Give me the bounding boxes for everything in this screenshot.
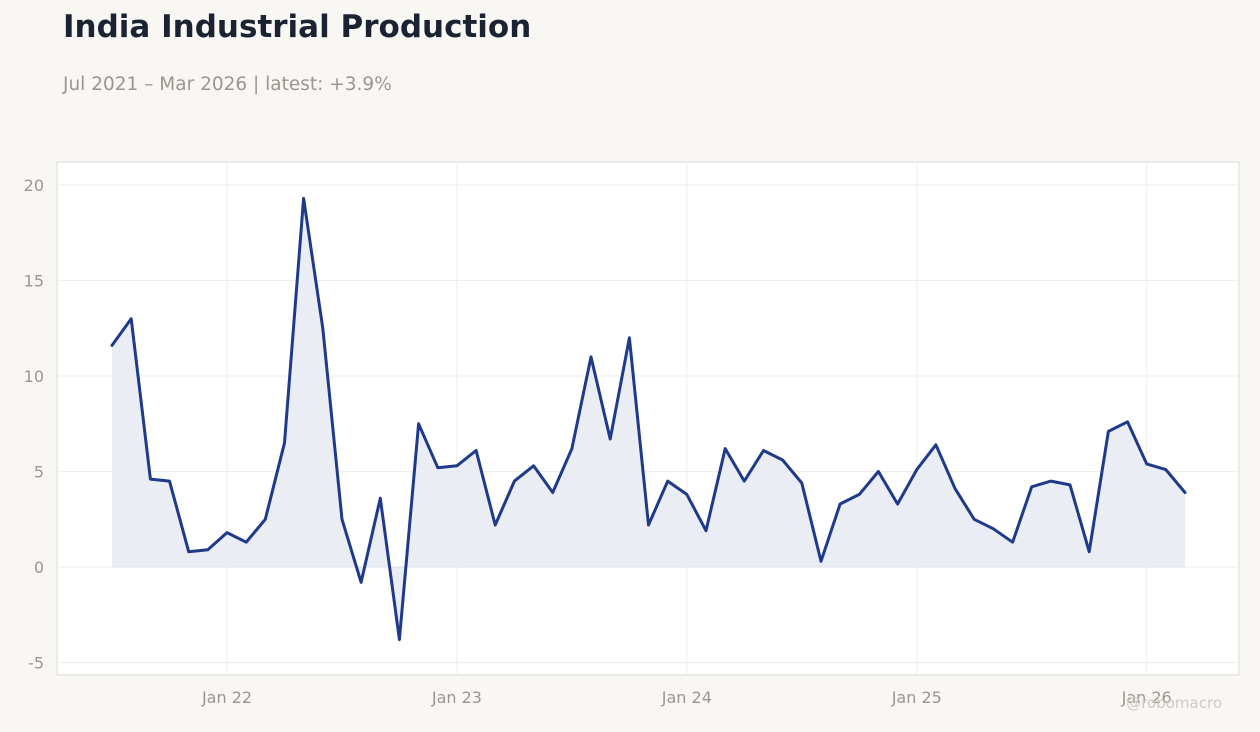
data-point: [110, 343, 114, 347]
data-point: [551, 491, 555, 495]
data-point: [896, 502, 900, 506]
data-point: [838, 502, 842, 506]
y-tick-label: 20: [24, 176, 44, 195]
data-point: [647, 523, 651, 527]
data-point: [244, 540, 248, 544]
data-point: [148, 477, 152, 481]
data-point: [819, 559, 823, 563]
data-point: [991, 527, 995, 531]
x-tick-label: Jan 24: [661, 688, 712, 707]
series-area-fill: [112, 198, 1185, 640]
data-point: [1106, 429, 1110, 433]
data-point: [934, 443, 938, 447]
data-point: [570, 447, 574, 451]
data-point: [340, 517, 344, 521]
y-tick-label: 10: [24, 367, 44, 386]
data-point: [378, 496, 382, 500]
data-point: [436, 466, 440, 470]
x-tick-label: Jan 25: [891, 688, 942, 707]
data-point: [589, 355, 593, 359]
data-point: [953, 487, 957, 491]
data-point: [263, 517, 267, 521]
data-point: [1049, 479, 1053, 483]
y-tick-label: 5: [34, 463, 44, 482]
data-point: [627, 336, 631, 340]
chart-subtitle: Jul 2021 – Mar 2026 | latest: +3.9%: [63, 74, 392, 95]
data-point: [761, 448, 765, 452]
data-point: [129, 317, 133, 321]
data-point: [742, 479, 746, 483]
data-point: [493, 523, 497, 527]
data-point: [417, 422, 421, 426]
data-point: [723, 447, 727, 451]
data-point: [359, 580, 363, 584]
x-tick-label: Jan 23: [431, 688, 482, 707]
y-tick-label: 15: [24, 272, 44, 291]
data-point: [474, 448, 478, 452]
data-point: [1183, 491, 1187, 495]
y-tick-label: -5: [28, 654, 44, 673]
data-point: [282, 441, 286, 445]
data-point: [302, 196, 306, 200]
data-point: [455, 464, 459, 468]
data-point: [1087, 550, 1091, 554]
data-point: [608, 437, 612, 441]
data-point: [972, 517, 976, 521]
data-point: [187, 550, 191, 554]
data-point: [168, 479, 172, 483]
x-tick-label: Jan 26: [1121, 688, 1172, 707]
x-tick-label: Jan 22: [201, 688, 252, 707]
data-point: [1030, 485, 1034, 489]
data-point: [781, 458, 785, 462]
data-point: [532, 464, 536, 468]
data-point: [857, 492, 861, 496]
chart-title: India Industrial Production: [63, 9, 532, 45]
data-point: [685, 492, 689, 496]
data-point: [206, 548, 210, 552]
data-point: [1126, 420, 1130, 424]
data-point: [1011, 540, 1015, 544]
data-point: [397, 638, 401, 642]
y-tick-label: 0: [34, 558, 44, 577]
data-point: [1068, 483, 1072, 487]
data-point: [1164, 468, 1168, 472]
series-line: [110, 196, 1187, 642]
data-point: [915, 468, 919, 472]
data-point: [225, 531, 229, 535]
data-point: [512, 479, 516, 483]
plot-area: [56, 161, 1240, 676]
data-point: [800, 481, 804, 485]
data-point: [704, 529, 708, 533]
data-point: [666, 479, 670, 483]
data-point: [876, 470, 880, 474]
data-point: [321, 326, 325, 330]
data-point: [1145, 462, 1149, 466]
watermark: @robomacro: [1126, 694, 1222, 712]
